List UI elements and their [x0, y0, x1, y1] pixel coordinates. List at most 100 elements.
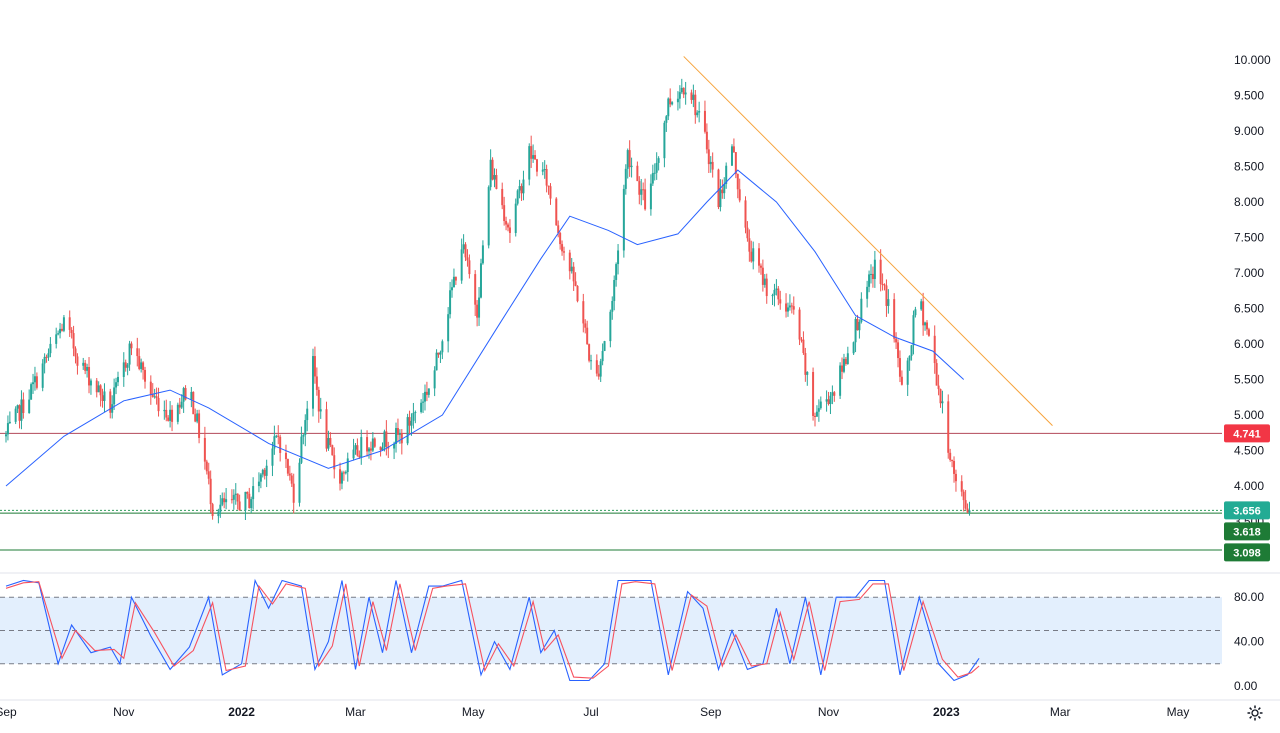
- candle-body[interactable]: [924, 322, 927, 326]
- candle-body[interactable]: [730, 146, 733, 166]
- candle-body[interactable]: [454, 276, 457, 281]
- candle-body[interactable]: [487, 187, 490, 246]
- candle-body[interactable]: [908, 355, 911, 361]
- candle-body[interactable]: [806, 371, 809, 375]
- candle-body[interactable]: [841, 365, 844, 372]
- candle-body[interactable]: [815, 411, 818, 417]
- candle-body[interactable]: [854, 318, 857, 343]
- candle-body[interactable]: [779, 299, 782, 304]
- candle-body[interactable]: [603, 341, 606, 351]
- candle-body[interactable]: [508, 227, 511, 233]
- candle-body[interactable]: [873, 259, 876, 280]
- candle-body[interactable]: [356, 445, 359, 456]
- candle-body[interactable]: [433, 370, 436, 389]
- candle-body[interactable]: [476, 304, 479, 318]
- candle-body[interactable]: [935, 363, 938, 386]
- candle-body[interactable]: [163, 409, 166, 412]
- candle-body[interactable]: [744, 200, 747, 228]
- candle-body[interactable]: [941, 401, 944, 404]
- candle-body[interactable]: [122, 362, 125, 377]
- candle-body[interactable]: [263, 469, 266, 476]
- candle-body[interactable]: [331, 445, 334, 456]
- candle-body[interactable]: [825, 399, 828, 402]
- candle-body[interactable]: [868, 274, 871, 287]
- candle-body[interactable]: [103, 391, 106, 401]
- candle-body[interactable]: [406, 417, 409, 444]
- candle-body[interactable]: [705, 131, 708, 150]
- candle-body[interactable]: [624, 168, 627, 189]
- candle-body[interactable]: [696, 112, 699, 116]
- candle-body[interactable]: [777, 288, 780, 300]
- candle-body[interactable]: [954, 473, 957, 482]
- candle-body[interactable]: [514, 203, 517, 233]
- candle-body[interactable]: [692, 94, 695, 100]
- candle-body[interactable]: [937, 385, 940, 390]
- candle-body[interactable]: [568, 252, 571, 272]
- candle-body[interactable]: [912, 315, 915, 346]
- candle-body[interactable]: [615, 264, 618, 280]
- candle-body[interactable]: [211, 504, 214, 517]
- candle-body[interactable]: [898, 358, 901, 377]
- candle-body[interactable]: [883, 284, 886, 286]
- candle-body[interactable]: [290, 475, 293, 484]
- candle-body[interactable]: [597, 373, 600, 377]
- candle-body[interactable]: [371, 438, 374, 451]
- candle-body[interactable]: [474, 274, 477, 305]
- candle-body[interactable]: [939, 389, 942, 404]
- candle-body[interactable]: [203, 437, 206, 462]
- candle-body[interactable]: [507, 224, 510, 228]
- candle-body[interactable]: [302, 435, 305, 437]
- candle-body[interactable]: [88, 366, 91, 386]
- candle-body[interactable]: [842, 358, 845, 372]
- candle-body[interactable]: [748, 238, 751, 252]
- candle-body[interactable]: [576, 285, 579, 302]
- candle-body[interactable]: [559, 232, 562, 245]
- candles[interactable]: [5, 78, 971, 524]
- trendline[interactable]: [683, 56, 1053, 427]
- candle-body[interactable]: [595, 360, 598, 374]
- candle-body[interactable]: [311, 356, 314, 409]
- candle-body[interactable]: [922, 301, 925, 326]
- candle-body[interactable]: [238, 501, 241, 511]
- candle-body[interactable]: [398, 433, 401, 435]
- candle-body[interactable]: [273, 436, 276, 449]
- candle-body[interactable]: [223, 498, 226, 503]
- candle-body[interactable]: [856, 318, 859, 331]
- candle-body[interactable]: [97, 385, 100, 393]
- candle-body[interactable]: [962, 491, 965, 501]
- candle-body[interactable]: [360, 437, 363, 458]
- candle-body[interactable]: [895, 338, 898, 343]
- candle-body[interactable]: [927, 329, 930, 336]
- candle-body[interactable]: [738, 189, 741, 201]
- price-pane[interactable]: 10.000 9.500 9.000 8.500 8.000 7.500 7.000 6.50…: [0, 53, 1271, 564]
- candle-body[interactable]: [60, 328, 63, 331]
- candle-body[interactable]: [584, 323, 587, 328]
- candle-body[interactable]: [541, 169, 544, 172]
- candle-body[interactable]: [449, 290, 452, 315]
- candle-body[interactable]: [953, 461, 956, 474]
- candle-body[interactable]: [481, 245, 484, 264]
- candle-body[interactable]: [275, 435, 278, 437]
- candle-body[interactable]: [5, 434, 7, 437]
- candle-body[interactable]: [785, 303, 788, 312]
- candle-body[interactable]: [522, 179, 525, 194]
- settings-gear-icon[interactable]: [1246, 704, 1264, 722]
- candle-body[interactable]: [313, 356, 316, 377]
- candle-body[interactable]: [493, 175, 496, 180]
- candle-body[interactable]: [184, 388, 187, 400]
- candle-body[interactable]: [866, 286, 869, 299]
- candle-body[interactable]: [149, 381, 152, 395]
- candle-body[interactable]: [711, 161, 714, 170]
- candle-body[interactable]: [636, 165, 639, 182]
- candle-body[interactable]: [630, 165, 633, 168]
- candle-body[interactable]: [304, 420, 307, 436]
- price-badge[interactable]: 3.618: [1224, 522, 1270, 541]
- candle-body[interactable]: [346, 458, 349, 473]
- candle-body[interactable]: [178, 404, 181, 408]
- candle-body[interactable]: [395, 428, 398, 444]
- candle-body[interactable]: [234, 493, 237, 495]
- candle-body[interactable]: [70, 329, 73, 334]
- candle-body[interactable]: [196, 413, 199, 422]
